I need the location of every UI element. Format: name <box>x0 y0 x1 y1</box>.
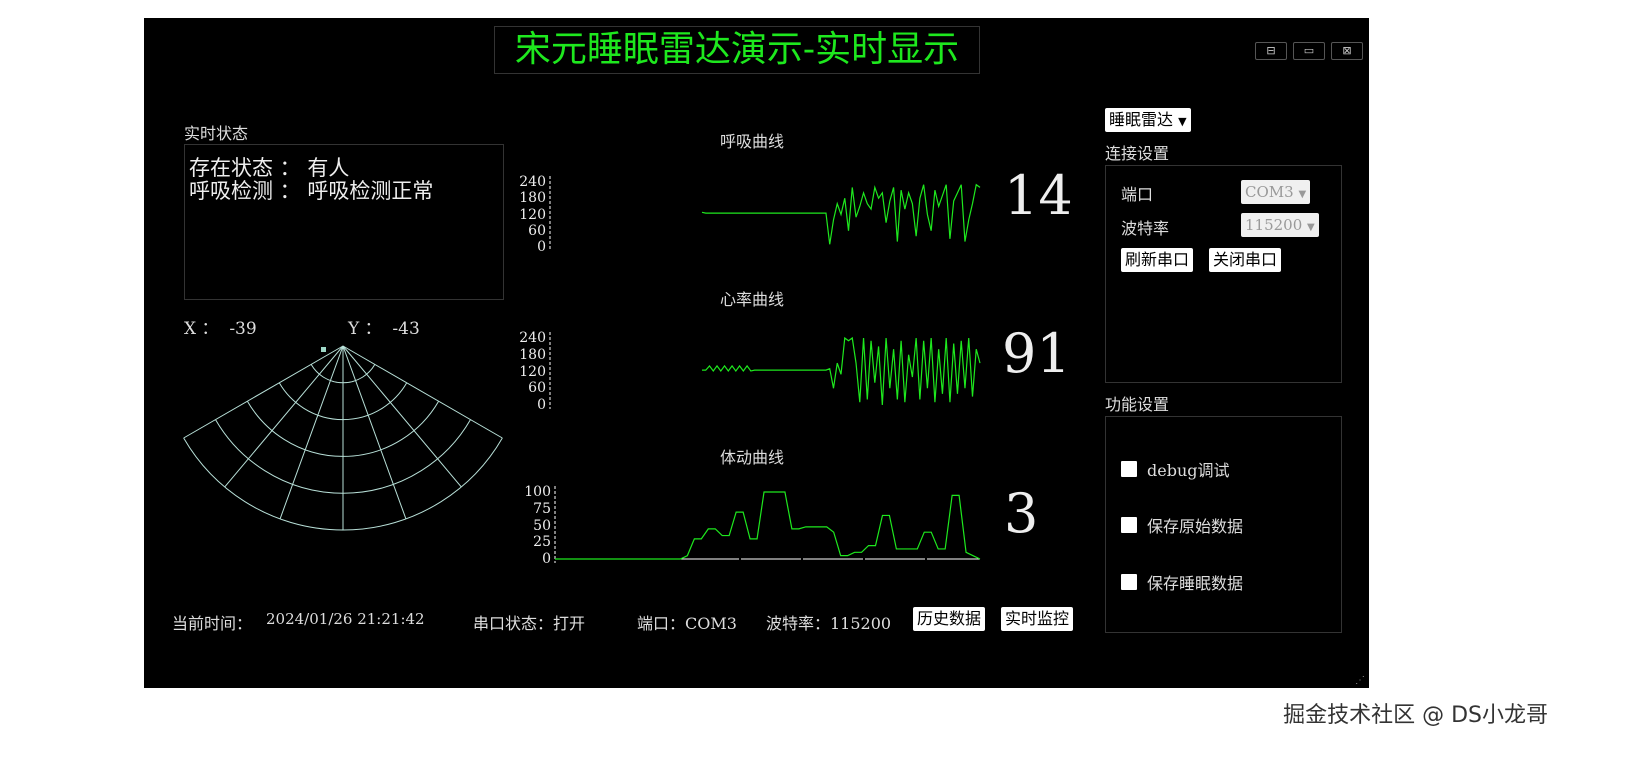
close-icon[interactable]: ⊠ <box>1331 42 1363 60</box>
radar-spoke <box>279 345 344 520</box>
functions-box <box>1105 416 1342 633</box>
body-chart-title: 体动曲线 <box>720 448 785 467</box>
radar-spoke <box>224 345 344 488</box>
status-box: 存在状态 ： 有人 呼吸检测 ： 呼吸检测正常 <box>184 144 504 300</box>
presence-status: 存在状态 ： 有人 <box>189 156 350 180</box>
device-select[interactable]: 睡眠雷达 ▼ <box>1105 108 1191 132</box>
y-tick-label: 240 <box>519 330 546 346</box>
time-value: 2024/01/26 21:21:42 <box>266 610 425 628</box>
port-select[interactable]: COM3 ▼ <box>1241 180 1311 204</box>
heart-chart-title: 心率曲线 <box>720 290 785 309</box>
connection-label: 连接设置 <box>1105 144 1170 163</box>
chevron-down-icon: ▼ <box>1307 222 1315 233</box>
baud-select[interactable]: 115200 ▼ <box>1241 213 1319 237</box>
save-raw-checkbox[interactable] <box>1121 517 1137 533</box>
x-coord: X ： -39 <box>184 319 257 339</box>
y-tick-label: 100 <box>524 484 551 500</box>
resize-grip-icon[interactable]: ⋰ <box>1355 675 1365 686</box>
functions-label: 功能设置 <box>1105 395 1170 414</box>
close-port-button[interactable]: 关闭串口 <box>1209 248 1282 272</box>
debug-label: debug调试 <box>1147 461 1230 480</box>
save-raw-label: 保存原始数据 <box>1147 517 1244 536</box>
save-raw-checkbox-row[interactable]: 保存原始数据 <box>1121 513 1243 537</box>
save-sleep-label: 保存睡眠数据 <box>1147 574 1244 593</box>
y-tick-label: 25 <box>533 534 551 551</box>
realtime-monitor-button[interactable]: 实时监控 <box>1001 607 1074 631</box>
connection-box <box>1105 165 1342 383</box>
y-tick-label: 0 <box>542 551 551 567</box>
footer-baud: 波特率：115200 <box>766 614 892 633</box>
y-tick-label: 240 <box>519 174 546 190</box>
save-sleep-checkbox[interactable] <box>1121 574 1137 590</box>
radar-spoke <box>342 345 407 520</box>
radar-fan <box>183 345 503 531</box>
body-value: 3 <box>1004 482 1039 545</box>
y-tick-label: 0 <box>537 239 546 255</box>
chevron-down-icon: ▼ <box>1298 189 1307 200</box>
y-tick-label: 75 <box>533 500 551 517</box>
port-label: 端口 <box>1121 185 1154 204</box>
refresh-port-button[interactable]: 刷新串口 <box>1121 248 1194 272</box>
serial-status: 串口状态：打开 <box>473 614 586 633</box>
time-label: 当前时间： <box>172 614 253 633</box>
baud-value: 115200 <box>1245 216 1303 234</box>
debug-checkbox[interactable] <box>1121 461 1137 477</box>
port-value: COM3 <box>1245 183 1294 201</box>
radar-spoke <box>183 345 344 439</box>
breath-chart-title: 呼吸曲线 <box>720 132 785 151</box>
radar-spoke <box>342 345 462 488</box>
history-data-button[interactable]: 历史数据 <box>913 607 986 631</box>
breath-value: 14 <box>1004 164 1073 227</box>
chevron-down-icon: ▼ <box>1178 115 1187 128</box>
device-select-value: 睡眠雷达 <box>1109 110 1174 129</box>
y-coord: Y ： -43 <box>348 319 420 339</box>
y-tick-label: 120 <box>519 363 546 380</box>
watermark: 掘金技术社区 @ DS小龙哥 <box>1283 703 1548 728</box>
footer-port: 端口：COM3 <box>637 614 737 633</box>
breath-status: 呼吸检测 ： 呼吸检测正常 <box>189 179 434 203</box>
radar-spoke <box>342 345 503 439</box>
y-tick-label: 180 <box>519 190 546 207</box>
y-tick-label: 120 <box>519 206 546 223</box>
y-tick-label: 0 <box>537 397 546 413</box>
app-window: 宋元睡眠雷达演示-实时显示 ⊟ ▭ ⊠ 实时状态 存在状态 ： 有人 呼吸检测 … <box>144 18 1369 688</box>
y-tick-label: 60 <box>528 222 546 239</box>
minimize-icon[interactable]: ⊟ <box>1255 42 1287 60</box>
debug-checkbox-row[interactable]: debug调试 <box>1121 457 1230 481</box>
status-label: 实时状态 <box>184 124 249 143</box>
save-sleep-checkbox-row[interactable]: 保存睡眠数据 <box>1121 570 1243 594</box>
baud-label: 波特率 <box>1121 219 1170 238</box>
page-title: 宋元睡眠雷达演示-实时显示 <box>494 26 980 74</box>
y-tick-label: 60 <box>528 380 546 397</box>
heart-value: 91 <box>1002 322 1071 385</box>
target-point <box>321 347 326 352</box>
maximize-icon[interactable]: ▭ <box>1293 42 1325 60</box>
y-tick-label: 50 <box>533 517 551 534</box>
y-tick-label: 180 <box>519 346 546 363</box>
